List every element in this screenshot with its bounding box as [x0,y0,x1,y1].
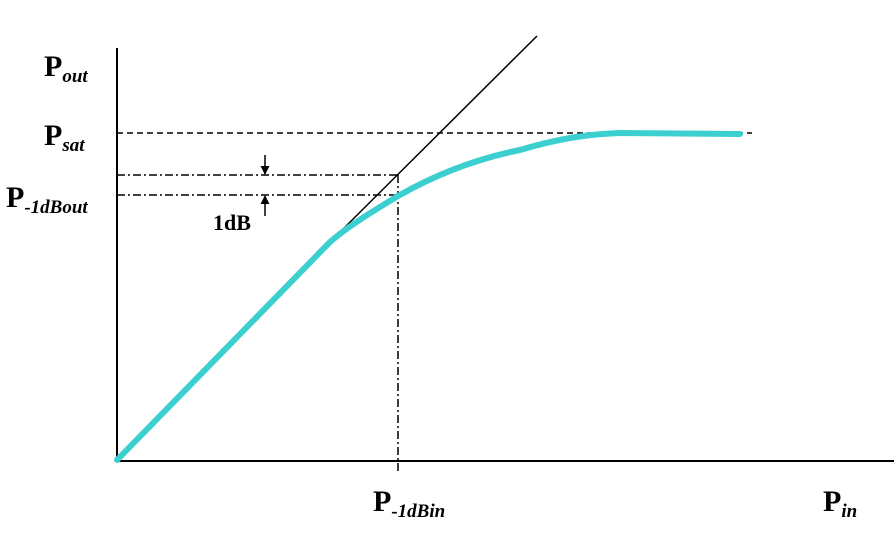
ideal-linear-line [329,35,538,243]
gain-drop-label: 1dB [213,210,251,235]
p1db-out-label: P-1dBout [6,181,88,218]
x-axis-label: Pin [823,485,857,522]
compression-curve [114,130,743,463]
psat-label: Psat [44,119,85,156]
p1db-in-label: P-1dBin [373,485,445,522]
y-axis-label: Pout [44,50,88,87]
